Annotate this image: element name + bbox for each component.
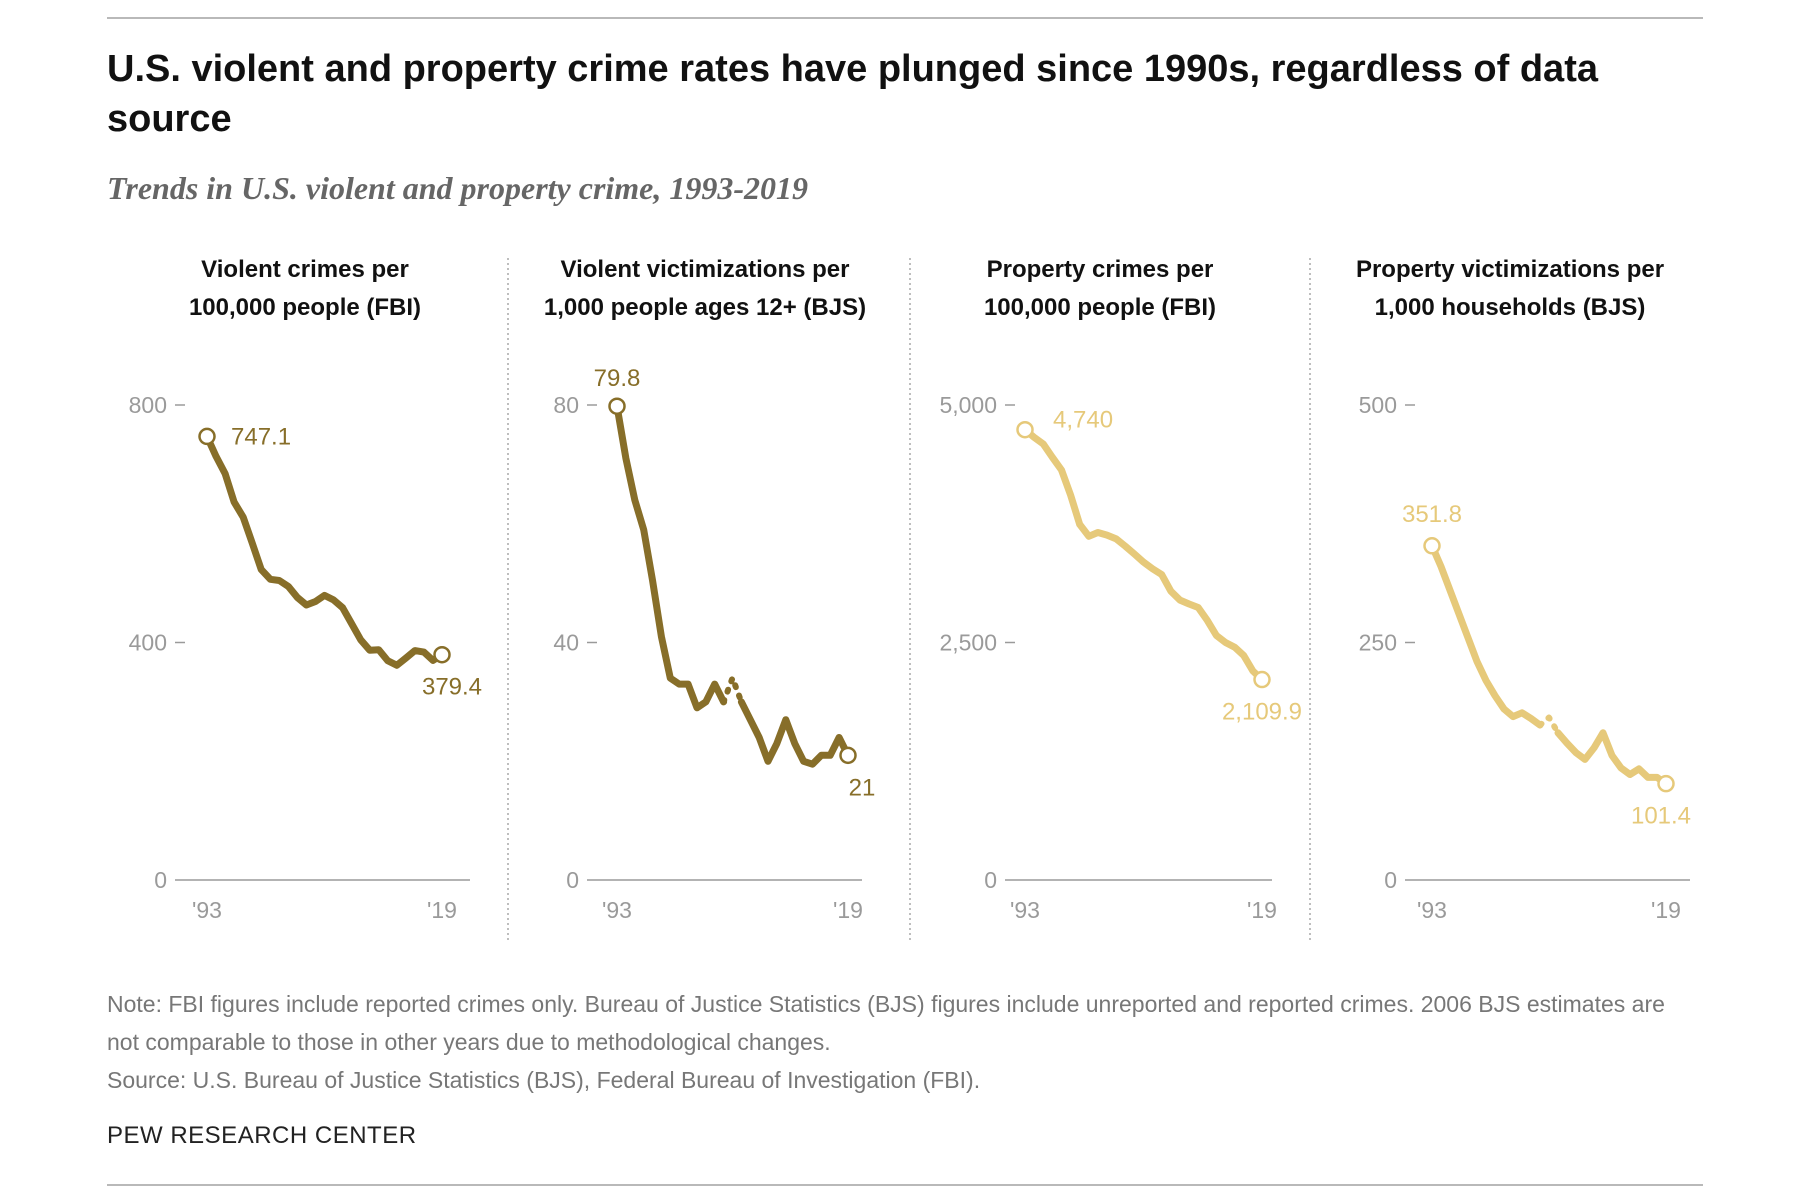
y-tick-label: 80 xyxy=(553,392,579,418)
panel-title-line: Violent victimizations per xyxy=(561,256,850,283)
y-tick-label: 0 xyxy=(566,867,579,893)
x-tick-label: '93 xyxy=(1417,897,1447,923)
x-tick-label: '93 xyxy=(1010,897,1040,923)
endpoint-marker xyxy=(1253,670,1271,689)
chart-panel-3: Property crimes per 100,000 people (FBI) 5… xyxy=(939,256,1302,923)
brand-label: PEW RESEARCH CENTER xyxy=(107,1122,417,1149)
endpoint-marker xyxy=(1016,420,1034,439)
x-tick-label: '19 xyxy=(1651,897,1681,923)
y-tick-label: 2,500 xyxy=(939,630,997,656)
series-break-dotted xyxy=(1537,714,1561,736)
y-tick-label: 250 xyxy=(1359,630,1397,656)
endpoint-marker xyxy=(433,645,451,664)
series-line-segment xyxy=(737,698,852,768)
y-tick-label: 400 xyxy=(129,630,167,656)
y-tick-label: 0 xyxy=(984,867,997,893)
end-value-label: 2,109.9 xyxy=(1222,699,1302,726)
end-value-label: 21 xyxy=(849,774,876,801)
panel-title-line: 100,000 people (FBI) xyxy=(189,294,421,321)
y-tick-label: 800 xyxy=(129,392,167,418)
y-tick-label: 500 xyxy=(1359,392,1397,418)
series-line-segment xyxy=(1554,729,1670,788)
series-break-dotted xyxy=(720,675,745,705)
x-tick-label: '19 xyxy=(833,897,863,923)
x-tick-label: '19 xyxy=(1247,897,1277,923)
y-tick-label: 0 xyxy=(154,867,167,893)
notes-block: Note: FBI figures include reported crime… xyxy=(107,985,1667,1099)
y-tick-label: 0 xyxy=(1384,867,1397,893)
chart-panel-1: Violent crimes per 100,000 people (FBI) 80… xyxy=(129,256,482,923)
panel-title-line: Violent crimes per xyxy=(201,256,409,283)
panel-title-line: 1,000 households (BJS) xyxy=(1375,294,1646,321)
bottom-rule xyxy=(107,1184,1703,1186)
panel-title-line: Property victimizations per xyxy=(1356,256,1664,283)
x-tick-label: '93 xyxy=(192,897,222,923)
endpoint-marker xyxy=(1423,537,1441,555)
source-text: Source: U.S. Bureau of Justice Statistic… xyxy=(107,1067,981,1093)
endpoint-marker xyxy=(608,397,626,415)
y-tick-label: 5,000 xyxy=(939,392,997,418)
start-value-label: 79.8 xyxy=(594,365,641,392)
x-tick-label: '93 xyxy=(602,897,632,923)
series-line xyxy=(1021,426,1266,684)
endpoint-marker xyxy=(839,746,857,765)
start-value-label: 351.8 xyxy=(1402,501,1462,528)
endpoint-marker xyxy=(198,427,216,446)
series-line-segment xyxy=(613,402,728,712)
small-multiples-chart: Violent crimes per 100,000 people (FBI) 80… xyxy=(129,256,1691,940)
end-value-label: 379.4 xyxy=(422,674,482,701)
series-line xyxy=(203,432,446,669)
chart-panel-2: Violent victimizations per 1,000 people a… xyxy=(544,256,875,923)
note-text: Note: FBI figures include reported crime… xyxy=(107,991,1665,1055)
chart-subtitle: Trends in U.S. violent and property crim… xyxy=(107,170,809,206)
panel-title-line: 1,000 people ages 12+ (BJS) xyxy=(544,294,866,321)
chart-panel-4: Property victimizations per 1,000 househo… xyxy=(1356,256,1691,923)
endpoint-marker xyxy=(1657,774,1675,793)
chart-title: U.S. violent and property crime rates ha… xyxy=(107,48,1598,140)
series-line-segment xyxy=(1428,542,1544,729)
y-tick-label: 40 xyxy=(553,630,579,656)
x-tick-label: '19 xyxy=(427,897,457,923)
end-value-label: 101.4 xyxy=(1631,803,1691,830)
start-value-label: 4,740 xyxy=(1053,407,1113,434)
top-rule xyxy=(107,17,1703,19)
panel-title-line: 100,000 people (FBI) xyxy=(984,294,1216,321)
panel-title-line: Property crimes per xyxy=(987,256,1214,283)
start-value-label: 747.1 xyxy=(231,423,291,450)
